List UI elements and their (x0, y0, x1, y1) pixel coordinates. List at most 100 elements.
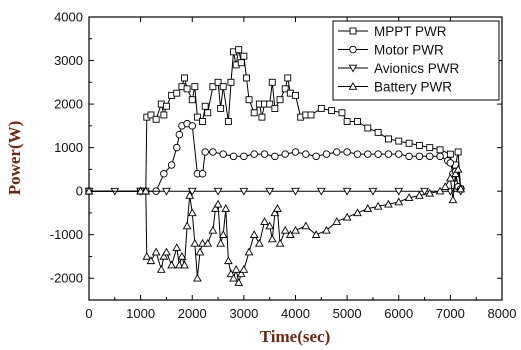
battery-pwr-point (236, 269, 246, 278)
battery-pwr-point (162, 247, 171, 256)
axis-ticks: 0 1000 2000 3000 4000 5000 6000 7000 8000 -2000 -1… (50, 10, 517, 322)
motor-pwr-point (167, 161, 176, 169)
mppt-pwr-point (191, 83, 199, 91)
mppt-pwr-point (415, 141, 423, 149)
motor-pwr-point (160, 169, 168, 178)
battery-pwr-point (448, 195, 458, 204)
battery-pwr-point (435, 186, 445, 195)
motor-pwr-point (405, 152, 413, 161)
y-tick-label: -2000 (50, 271, 83, 286)
battery-pwr-point (231, 265, 241, 273)
motor-pwr-point (188, 122, 196, 130)
x-tick-label: 7000 (436, 306, 465, 321)
y-tick-label: 1000 (54, 140, 83, 155)
motor-pwr-point (312, 152, 320, 161)
battery-pwr-point (451, 169, 460, 177)
x-tick-label: 0 (85, 306, 92, 321)
motor-pwr-point (333, 148, 341, 156)
battery-pwr-point (229, 273, 238, 282)
motor-pwr-point (219, 150, 227, 158)
battery-pwr-point (446, 173, 455, 182)
battery-pwr-point (226, 269, 236, 278)
mppt-pwr-point (217, 104, 225, 112)
motor-pwr-point (353, 150, 362, 158)
motor-pwr-point (415, 152, 424, 161)
mppt-pwr-point (193, 113, 201, 121)
x-tick-label: 8000 (488, 306, 517, 321)
mppt-pwr-point (199, 118, 207, 125)
battery-pwr-point (265, 221, 275, 230)
motor-pwr-point (436, 152, 444, 161)
avionics-pwr-point (265, 187, 275, 196)
battery-pwr-point (213, 199, 223, 208)
motor-pwr-point (201, 148, 209, 156)
battery-pwr-point (301, 221, 311, 230)
battery-pwr-point (273, 204, 282, 212)
motor-pwr-series (85, 119, 465, 195)
battery-pwr-point (353, 208, 362, 217)
battery-pwr-point (142, 251, 152, 260)
mppt-pwr-point (188, 96, 196, 104)
mppt-pwr-point (343, 118, 351, 125)
mppt-pwr-point (240, 52, 248, 60)
legend-marker (348, 64, 358, 73)
battery-pwr-line (89, 168, 462, 284)
battery-pwr-series (84, 164, 466, 286)
legend-marker (349, 45, 357, 54)
mppt-pwr-point (204, 109, 212, 117)
mppt-pwr-point (281, 85, 289, 93)
legend-label: Motor PWR (374, 42, 444, 57)
battery-pwr-point (234, 278, 244, 286)
mppt-pwr-point (173, 89, 181, 97)
mppt-pwr-point (227, 78, 235, 86)
motor-pwr-point (271, 152, 279, 161)
battery-pwr-point (182, 221, 192, 230)
legend-marker (348, 81, 358, 90)
legend-entry-mppt-pwr: MPPT PWR (338, 24, 447, 39)
legend-label: MPPT PWR (374, 24, 447, 39)
mppt-pwr-point (243, 74, 250, 82)
battery-pwr-point (203, 238, 213, 247)
mppt-pwr-point (446, 150, 454, 158)
y-tick-label: -1000 (50, 227, 83, 242)
battery-pwr-point (224, 256, 233, 265)
avionics-pwr-point (394, 187, 404, 196)
mppt-pwr-point (162, 102, 170, 110)
battery-pwr-point (453, 164, 463, 173)
battery-pwr-point (172, 243, 182, 252)
motor-pwr-point (175, 130, 184, 139)
battery-pwr-point (185, 190, 195, 199)
battery-pwr-point (425, 188, 435, 197)
mppt-pwr-point (426, 144, 434, 152)
y-tick-label: 0 (76, 184, 83, 199)
battery-pwr-point (136, 186, 145, 195)
battery-pwr-point (394, 197, 404, 206)
motor-pwr-point (250, 150, 258, 158)
mppt-pwr-point (271, 104, 279, 112)
battery-pwr-point (384, 199, 393, 208)
battery-pwr-point (84, 186, 94, 195)
mppt-pwr-point (181, 74, 188, 82)
mppt-pwr-point (237, 59, 245, 67)
x-tick-label: 4000 (281, 306, 310, 321)
legend-label: Avionics PWR (374, 61, 460, 76)
battery-pwr-point (285, 230, 295, 238)
battery-pwr-point (332, 217, 342, 225)
motor-pwr-point (374, 150, 382, 158)
mppt-pwr-point (214, 78, 222, 86)
motor-pwr-point (229, 152, 238, 161)
avionics-pwr-point (239, 187, 249, 196)
legend: MPPT PWR Motor PWR Avionics PWR Battery PWR (332, 20, 500, 101)
mppt-pwr-point (307, 111, 315, 119)
battery-pwr-point (159, 251, 169, 260)
battery-pwr-point (415, 190, 424, 199)
battery-pwr-point (218, 230, 228, 238)
x-tick-label: 6000 (384, 306, 413, 321)
battery-pwr-point (456, 184, 466, 193)
mppt-pwr-point (338, 109, 346, 117)
legend-label: Battery PWR (374, 79, 452, 94)
mppt-pwr-point (160, 111, 168, 119)
mppt-pwr-point (276, 96, 284, 104)
avionics-pwr-point (213, 187, 223, 196)
battery-pwr-point (190, 238, 200, 247)
